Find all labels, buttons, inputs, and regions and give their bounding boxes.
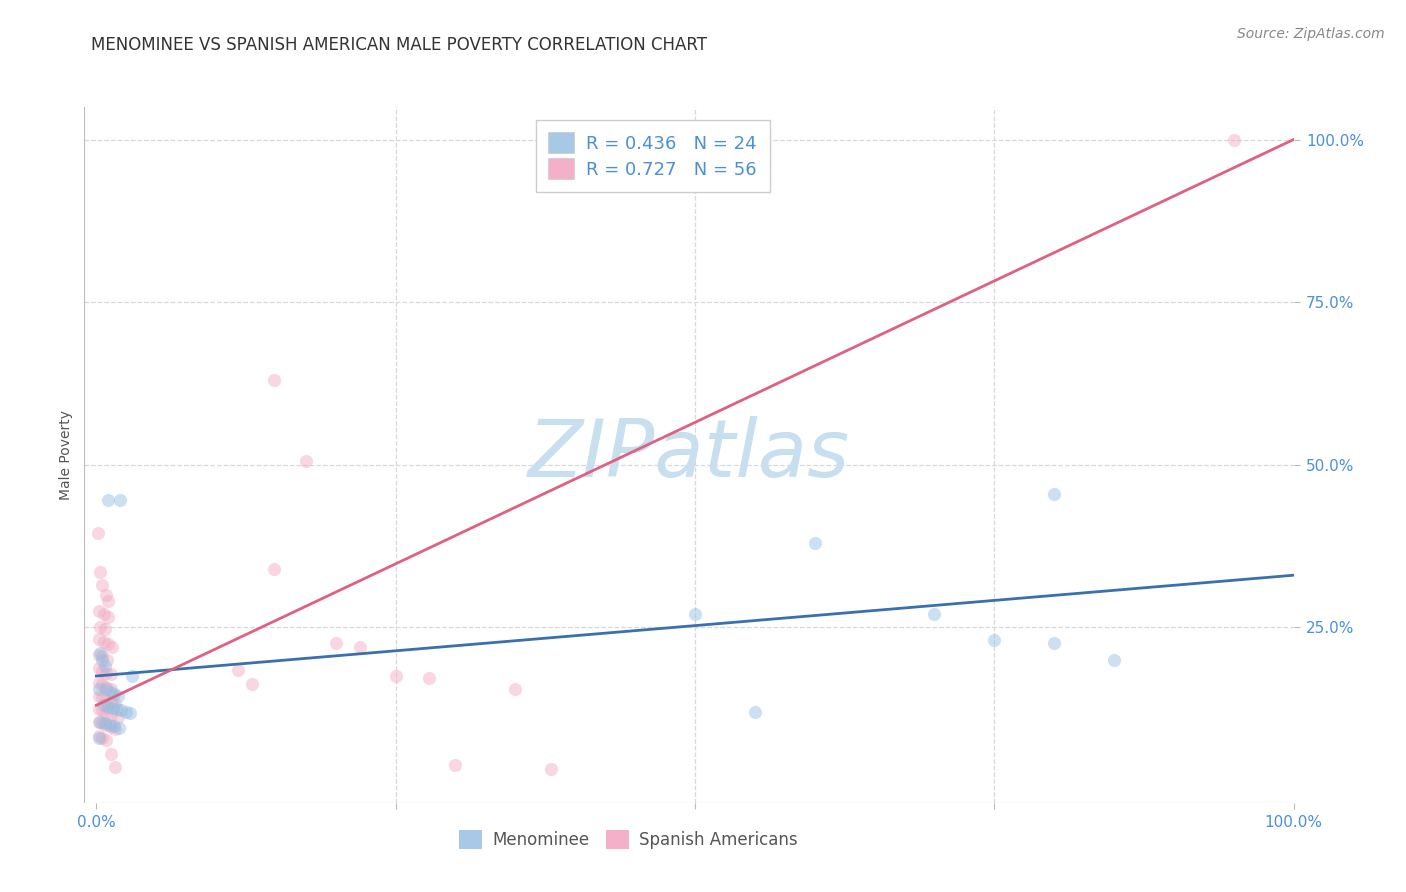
Point xyxy=(93,715,115,730)
Point xyxy=(87,660,110,674)
Point xyxy=(94,718,117,732)
Point xyxy=(87,648,110,662)
Point xyxy=(1043,487,1066,501)
Point xyxy=(94,665,117,680)
Point xyxy=(110,703,132,717)
Point xyxy=(924,607,946,622)
Point xyxy=(349,640,371,654)
Point xyxy=(100,681,122,696)
Point xyxy=(87,632,110,646)
Point xyxy=(89,620,111,634)
Text: ZIPatlas: ZIPatlas xyxy=(527,416,851,494)
Point xyxy=(121,669,143,683)
Point xyxy=(87,731,110,745)
Point xyxy=(91,578,114,592)
Point xyxy=(983,633,1005,648)
Point xyxy=(1102,653,1125,667)
Point xyxy=(97,699,120,714)
Point xyxy=(104,760,127,774)
Point xyxy=(1222,132,1244,146)
Point xyxy=(744,705,766,719)
Text: MENOMINEE VS SPANISH AMERICAN MALE POVERTY CORRELATION CHART: MENOMINEE VS SPANISH AMERICAN MALE POVER… xyxy=(91,36,707,54)
Point xyxy=(104,697,127,711)
Point xyxy=(89,714,111,729)
Point xyxy=(97,637,120,651)
Point xyxy=(97,594,120,608)
Point xyxy=(107,710,129,724)
Point xyxy=(540,762,562,776)
Point xyxy=(98,718,121,732)
Point xyxy=(89,646,111,660)
Point xyxy=(94,681,117,696)
Point xyxy=(803,535,825,549)
Point xyxy=(93,622,115,636)
Point xyxy=(93,607,115,622)
Point xyxy=(93,659,115,673)
Legend: R = 0.436   N = 24, R = 0.727   N = 56: R = 0.436 N = 24, R = 0.727 N = 56 xyxy=(536,120,769,192)
Point xyxy=(1043,636,1066,650)
Point xyxy=(263,562,285,576)
Point xyxy=(87,729,110,743)
Point xyxy=(101,701,124,715)
Point xyxy=(118,706,141,720)
Point xyxy=(91,664,114,678)
Point xyxy=(97,493,120,508)
Point xyxy=(93,634,115,648)
Point xyxy=(89,565,111,579)
Point xyxy=(100,720,122,734)
Point xyxy=(683,607,706,622)
Point xyxy=(87,689,110,703)
Point xyxy=(91,653,114,667)
Point xyxy=(94,693,117,707)
Point xyxy=(94,680,117,694)
Point xyxy=(105,702,128,716)
Point xyxy=(87,714,110,729)
Point xyxy=(87,681,110,696)
Point xyxy=(240,677,263,691)
Point xyxy=(94,706,117,720)
Point xyxy=(104,722,127,736)
Point xyxy=(94,732,117,747)
Point xyxy=(100,685,122,699)
Point xyxy=(91,649,114,664)
Text: Source: ZipAtlas.com: Source: ZipAtlas.com xyxy=(1237,27,1385,41)
Point xyxy=(87,604,110,618)
Point xyxy=(87,675,110,690)
Point xyxy=(96,653,118,667)
Point xyxy=(91,690,114,705)
Point xyxy=(295,454,318,468)
Point xyxy=(418,671,440,685)
Point xyxy=(93,698,115,713)
Point xyxy=(101,640,124,654)
Point xyxy=(103,719,125,733)
Point xyxy=(110,493,132,508)
Point xyxy=(100,747,122,761)
Point xyxy=(97,610,120,624)
Point xyxy=(91,716,114,731)
Point xyxy=(100,708,122,723)
Point xyxy=(444,758,467,772)
Point xyxy=(100,667,122,681)
Point xyxy=(91,703,114,717)
Point xyxy=(505,681,527,696)
Point xyxy=(91,677,114,691)
Point xyxy=(384,669,406,683)
Point xyxy=(107,689,129,703)
Point xyxy=(87,701,110,715)
Point xyxy=(263,373,285,387)
Point xyxy=(100,695,122,709)
Point xyxy=(94,588,117,602)
Point xyxy=(226,663,249,677)
Point xyxy=(86,525,108,540)
Point xyxy=(325,636,347,650)
Y-axis label: Male Poverty: Male Poverty xyxy=(59,410,73,500)
Point xyxy=(108,721,131,735)
Point xyxy=(103,687,125,701)
Point xyxy=(115,705,138,719)
Point xyxy=(91,731,114,745)
